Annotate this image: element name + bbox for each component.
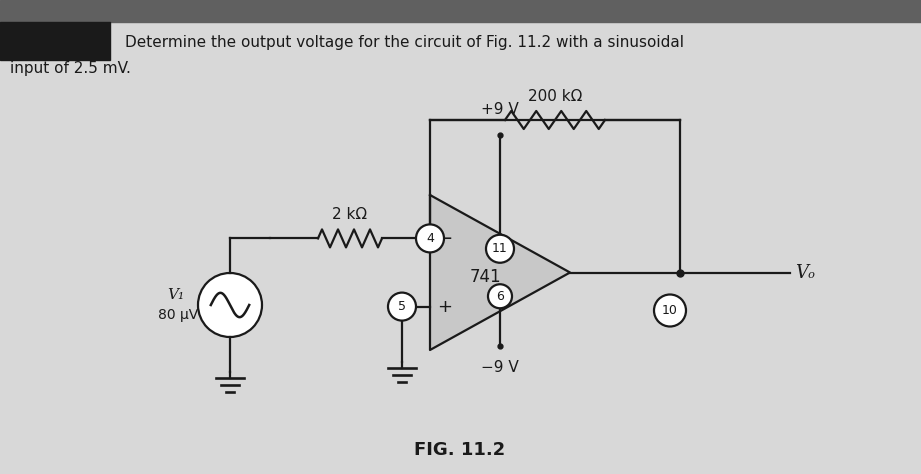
Text: +9 V: +9 V (481, 102, 519, 117)
Text: 2 kΩ: 2 kΩ (332, 208, 367, 222)
Text: −: − (437, 229, 453, 248)
Circle shape (654, 294, 686, 327)
Text: 6: 6 (496, 290, 504, 303)
Text: FIG. 11.2: FIG. 11.2 (414, 441, 506, 459)
Text: 200 kΩ: 200 kΩ (528, 89, 582, 104)
Circle shape (198, 273, 262, 337)
Text: Determine the output voltage for the circuit of Fig. 11.2 with a sinusoidal: Determine the output voltage for the cir… (125, 35, 684, 49)
Bar (0, 22, 110, 60)
Text: 10: 10 (662, 304, 678, 317)
Text: +: + (437, 298, 452, 316)
Circle shape (416, 224, 444, 252)
Circle shape (488, 284, 512, 308)
Text: Vₒ: Vₒ (795, 264, 815, 282)
Circle shape (486, 235, 514, 263)
Text: V₁: V₁ (168, 288, 184, 302)
Text: 5: 5 (398, 300, 406, 313)
Circle shape (388, 292, 416, 320)
Text: input of 2.5 mV.: input of 2.5 mV. (10, 61, 131, 75)
Text: 80 μV: 80 μV (157, 308, 198, 322)
Text: −9 V: −9 V (481, 360, 519, 375)
Bar (0, 0, 921, 22)
Polygon shape (430, 195, 570, 350)
Text: 11: 11 (492, 242, 507, 255)
Text: 741: 741 (469, 268, 501, 286)
Text: 4: 4 (426, 232, 434, 245)
